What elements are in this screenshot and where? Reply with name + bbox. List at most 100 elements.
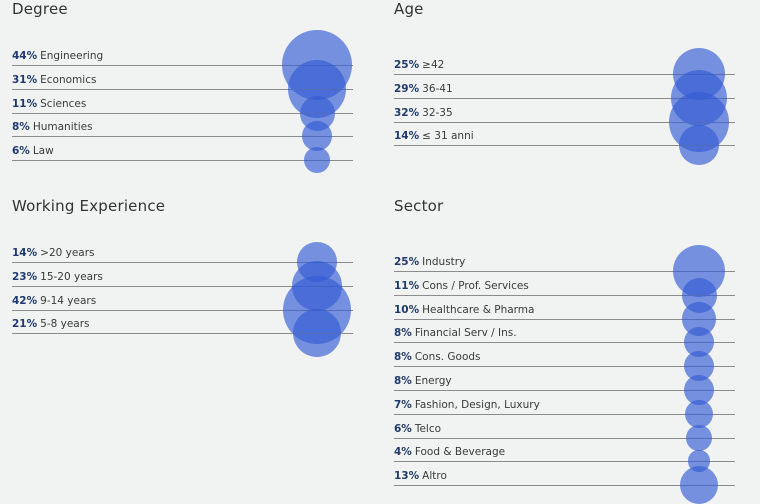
value-bubble (292, 308, 342, 358)
category-label: 32-35 (422, 107, 453, 119)
value-bubble (686, 425, 712, 451)
chart-row: 7% Fashion, Design, Luxury (394, 399, 735, 428)
row-rule (394, 98, 735, 99)
row-rule (394, 145, 735, 146)
category-label: Engineering (40, 50, 104, 62)
percent-label: 21% (12, 318, 38, 330)
category-label: Economics (40, 74, 97, 86)
sector-panel: Sector 25% Industry 11% Cons / Prof. Servic… (394, 197, 736, 504)
percent-label: 11% (394, 280, 420, 292)
chart-row: 6% Law (12, 145, 353, 173)
row-rule (12, 113, 353, 114)
row-rule (12, 136, 353, 137)
value-bubble (679, 125, 719, 165)
chart-row: 13% Altro (394, 465, 735, 504)
row-label: 8% Financial Serv / Ins. (394, 327, 517, 339)
row-label: 11% Cons / Prof. Services (394, 280, 529, 292)
row-label: 6% Telco (394, 423, 441, 435)
row-label: 6% Law (12, 145, 54, 157)
percent-label: 11% (12, 98, 38, 110)
working-experience-panel: Working Experience 14% >20 years 23% 15-20 … (12, 197, 354, 367)
row-label: 14% >20 years (12, 247, 95, 259)
percent-label: 25% (394, 59, 420, 71)
category-label: Fashion, Design, Luxury (414, 399, 540, 411)
category-label: Industry (422, 256, 466, 268)
row-label: 11% Sciences (12, 98, 86, 110)
row-rule (12, 310, 353, 311)
age-panel: Age 25% ≥42 29% 36-41 32% 32-35 14% ≤ 31 anni (394, 0, 736, 170)
row-label: 8% Cons. Goods (394, 351, 481, 363)
percent-label: 10% (394, 304, 420, 316)
chart-row: 6% Telco (394, 423, 735, 451)
category-label: Humanities (32, 121, 93, 133)
percent-label: 23% (12, 271, 38, 283)
row-label: 31% Economics (12, 74, 96, 86)
chart-row: 10% Healthcare & Pharma (394, 302, 735, 336)
chart-row: 14% >20 years (12, 242, 353, 282)
row-rule (394, 74, 735, 75)
chart-row: 8% Energy (394, 375, 735, 405)
row-rule (12, 89, 353, 90)
row-rule (394, 122, 735, 123)
row-label: 23% 15-20 years (12, 271, 103, 283)
row-rule (394, 295, 735, 296)
row-label: 21% 5-8 years (12, 318, 90, 330)
working-experience-title: Working Experience (12, 197, 166, 215)
row-label: 14% ≤ 31 anni (394, 130, 474, 142)
row-label: 7% Fashion, Design, Luxury (394, 399, 540, 411)
percent-label: 29% (394, 83, 420, 95)
percent-label: 8% (394, 327, 412, 339)
chart-row: 8% Humanities (12, 121, 353, 151)
row-label: 10% Healthcare & Pharma (394, 304, 534, 316)
value-bubble (685, 400, 713, 428)
degree-title: Degree (12, 0, 68, 18)
chart-row: 42% 9-14 years (12, 275, 353, 345)
percent-label: 25% (394, 256, 420, 268)
category-label: Law (32, 145, 54, 157)
category-label: ≥42 (422, 59, 445, 71)
row-label: 25% Industry (394, 256, 465, 268)
row-label: 8% Humanities (12, 121, 93, 133)
row-label: 42% 9-14 years (12, 295, 96, 307)
category-label: 5-8 years (40, 318, 90, 330)
row-rule (394, 366, 735, 367)
chart-row: 25% Industry (394, 244, 735, 298)
category-label: Altro (422, 470, 447, 482)
row-rule (394, 342, 735, 343)
percent-label: 32% (394, 107, 420, 119)
chart-row: 21% 5-8 years (12, 308, 353, 358)
category-label: >20 years (40, 247, 95, 259)
row-label: 25% ≥42 (394, 59, 444, 71)
row-label: 13% Altro (394, 470, 447, 482)
row-label: 44% Engineering (12, 50, 103, 62)
category-label: Energy (414, 375, 452, 387)
percent-label: 6% (394, 423, 412, 435)
category-label: Food & Beverage (414, 446, 506, 458)
percent-label: 14% (12, 247, 38, 259)
row-label: 29% 36-41 (394, 83, 453, 95)
category-label: 36-41 (422, 83, 453, 95)
row-rule (394, 485, 735, 486)
row-rule (394, 438, 735, 439)
percent-label: 6% (12, 145, 30, 157)
percent-label: 4% (394, 446, 412, 458)
category-label: Sciences (40, 98, 87, 110)
degree-panel: Degree 44% Engineering 31% Economics 11% Scie… (12, 0, 354, 173)
value-bubble (304, 147, 330, 173)
row-rule (394, 319, 735, 320)
percent-label: 8% (394, 351, 412, 363)
sector-title: Sector (394, 197, 444, 215)
row-rule (12, 333, 353, 334)
category-label: 15-20 years (40, 271, 103, 283)
row-label: 4% Food & Beverage (394, 446, 505, 458)
row-rule (12, 65, 353, 66)
category-label: Telco (414, 423, 442, 435)
chart-row: 8% Cons. Goods (394, 351, 735, 381)
percent-label: 42% (12, 295, 38, 307)
category-label: ≤ 31 anni (422, 130, 474, 142)
chart-row: 4% Food & Beverage (394, 446, 735, 472)
value-bubble (679, 465, 719, 504)
chart-row: 8% Financial Serv / Ins. (394, 327, 735, 357)
percent-label: 7% (394, 399, 412, 411)
category-label: Healthcare & Pharma (422, 304, 535, 316)
